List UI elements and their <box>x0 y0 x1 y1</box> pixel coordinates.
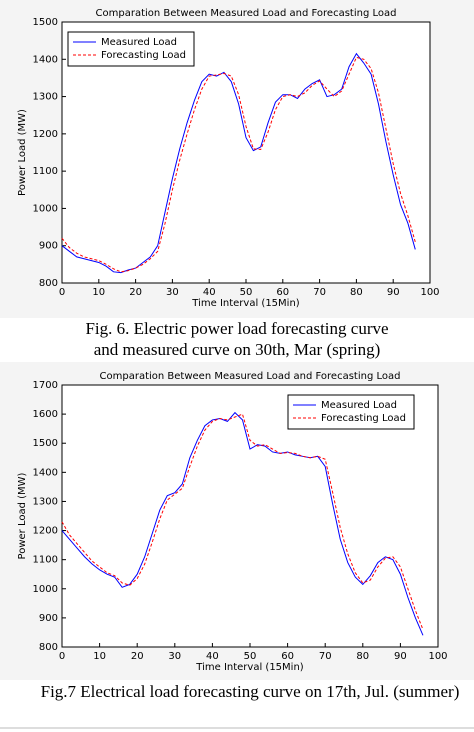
x-tick-label: 90 <box>394 651 407 662</box>
x-tick-label: 60 <box>281 651 294 662</box>
x-tick-label: 0 <box>59 651 65 662</box>
x-tick-label: 30 <box>166 287 179 298</box>
y-tick-label: 1100 <box>33 166 58 177</box>
y-tick-label: 1000 <box>33 584 58 595</box>
y-tick-label: 1100 <box>33 555 58 566</box>
x-tick-label: 80 <box>356 651 369 662</box>
chart-title: Comparation Between Measured Load and Fo… <box>100 371 401 382</box>
y-tick-label: 1000 <box>33 203 58 214</box>
x-tick-label: 20 <box>129 287 142 298</box>
series-line <box>61 411 424 636</box>
series-line <box>61 52 416 274</box>
y-tick-label: 1700 <box>33 380 58 391</box>
y-axis-label: Power Load (MW) <box>17 472 28 559</box>
series-line <box>61 413 424 630</box>
x-tick-label: 10 <box>93 651 106 662</box>
x-tick-label: 40 <box>203 287 216 298</box>
y-tick-label: 1200 <box>33 526 58 537</box>
y-tick-label: 900 <box>39 241 58 252</box>
y-tick-label: 1400 <box>33 54 58 65</box>
x-tick-label: 90 <box>387 287 400 298</box>
x-tick-label: 70 <box>319 651 332 662</box>
caption: Fig. 6. Electric power load forecasting … <box>85 319 388 338</box>
legend-label: Forecasting Load <box>321 413 406 424</box>
y-tick-label: 1500 <box>33 438 58 449</box>
y-tick-label: 1400 <box>33 467 58 478</box>
legend-label: Measured Load <box>101 37 177 48</box>
x-tick-label: 100 <box>428 651 447 662</box>
y-tick-label: 1600 <box>33 409 58 420</box>
legend-label: Forecasting Load <box>101 50 186 61</box>
chart-title: Comparation Between Measured Load and Fo… <box>96 8 397 19</box>
caption: and measured curve on 30th, Mar (spring) <box>94 340 381 359</box>
y-tick-label: 800 <box>39 278 58 289</box>
x-tick-label: 100 <box>420 287 439 298</box>
y-tick-label: 1200 <box>33 129 58 140</box>
x-axis-label: Time Interval (15Min) <box>191 298 299 309</box>
legend-box <box>287 394 415 430</box>
x-tick-label: 40 <box>206 651 219 662</box>
legend-box <box>67 31 195 67</box>
y-axis-label: Power Load (MW) <box>17 109 28 196</box>
caption: Fig.7 Electrical load forecasting curve … <box>41 682 460 701</box>
x-tick-label: 0 <box>59 287 65 298</box>
y-tick-label: 900 <box>39 613 58 624</box>
y-tick-label: 1500 <box>33 17 58 28</box>
x-tick-label: 10 <box>92 287 105 298</box>
x-tick-label: 60 <box>276 287 289 298</box>
y-tick-label: 1300 <box>33 496 58 507</box>
y-tick-label: 1300 <box>33 92 58 103</box>
y-tick-label: 800 <box>39 642 58 653</box>
x-tick-label: 70 <box>313 287 326 298</box>
legend-label: Measured Load <box>321 400 397 411</box>
x-tick-label: 50 <box>240 287 253 298</box>
x-tick-label: 20 <box>131 651 144 662</box>
x-axis-label: Time Interval (15Min) <box>195 662 303 673</box>
x-tick-label: 30 <box>168 651 181 662</box>
x-tick-label: 50 <box>244 651 257 662</box>
x-tick-label: 80 <box>350 287 363 298</box>
